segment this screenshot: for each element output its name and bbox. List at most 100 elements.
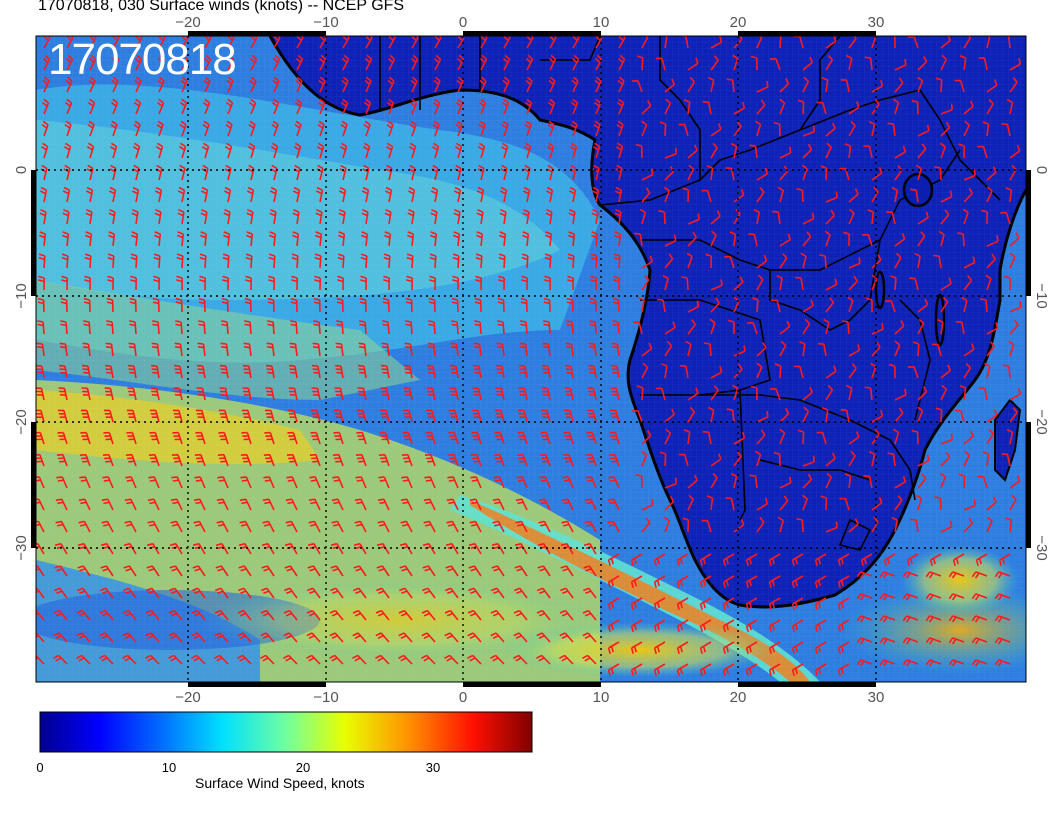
wind-barb	[334, 387, 344, 401]
wind-barb	[564, 387, 574, 401]
wind-barb	[612, 320, 620, 335]
wind-barb	[198, 320, 206, 335]
wind-barb	[382, 320, 390, 335]
wind-barb	[939, 142, 947, 159]
wind-barb	[451, 297, 459, 313]
wind-barb	[800, 252, 807, 269]
wind-barb	[290, 297, 298, 313]
wind-barb	[108, 186, 117, 203]
wind-barb	[313, 320, 321, 335]
wind-barb	[289, 342, 298, 357]
wind-barb	[154, 208, 162, 225]
wind-barb	[501, 98, 510, 115]
wind-barb	[683, 99, 691, 115]
wind-barb	[768, 619, 781, 633]
wind-barb	[41, 98, 50, 115]
wind-barb	[982, 451, 990, 467]
wind-barb	[894, 320, 905, 335]
wind-barb	[971, 571, 988, 579]
wind-barb	[203, 54, 212, 71]
wind-barb	[361, 231, 369, 247]
wind-barb	[791, 597, 804, 611]
wind-barb	[470, 453, 482, 467]
wind-barb	[846, 54, 853, 71]
wind-barb	[497, 320, 505, 335]
wind-barb	[1001, 123, 1011, 137]
wind-barb	[848, 208, 855, 225]
wind-barb	[264, 431, 275, 445]
wind-barb	[994, 637, 1011, 645]
wind-barb	[219, 387, 229, 401]
wind-barb	[687, 406, 696, 423]
wind-barb	[331, 498, 344, 511]
wind-barb	[871, 79, 884, 93]
wind-barb	[749, 144, 758, 159]
wind-barb	[87, 120, 95, 137]
wind-barb	[337, 275, 344, 291]
wind-barb	[478, 98, 487, 115]
wind-barb	[201, 142, 210, 159]
wind-barb	[909, 277, 919, 291]
wind-barb	[273, 36, 281, 49]
wind-barb	[572, 36, 580, 49]
wind-barb	[912, 341, 920, 357]
wind-barb	[963, 499, 976, 511]
wind-barb	[607, 597, 620, 611]
wind-barb	[218, 409, 229, 423]
wind-barb	[292, 231, 300, 247]
wind-barb	[779, 476, 792, 489]
wind-barb	[77, 542, 91, 555]
wind-barb	[917, 56, 928, 71]
wind-barb	[683, 429, 691, 445]
wind-barb	[245, 253, 253, 269]
wind-barb	[887, 122, 896, 137]
wind-barb	[633, 321, 643, 335]
wind-barb	[399, 565, 413, 577]
wind-barb	[907, 36, 919, 49]
wind-barb	[243, 342, 252, 357]
wind-barb	[42, 76, 50, 93]
wind-barb	[791, 663, 804, 677]
wind-barb	[493, 476, 505, 489]
wind-barb	[400, 498, 413, 511]
wind-barb	[825, 365, 837, 379]
wind-barb	[610, 387, 620, 401]
wind-barb	[699, 619, 712, 633]
wind-barb	[204, 36, 212, 49]
wind-barb	[902, 593, 919, 601]
wind-barb	[653, 641, 666, 655]
wind-barb	[687, 164, 695, 181]
wind-barb	[745, 619, 758, 633]
wind-barb	[768, 575, 781, 589]
wind-barb	[467, 632, 482, 643]
wind-barb	[135, 36, 143, 49]
wind-barb	[796, 188, 804, 203]
wind-barb	[221, 297, 229, 313]
wind-barb	[977, 145, 988, 159]
wind-barb	[122, 609, 137, 621]
wind-barb	[701, 189, 712, 203]
wind-barb	[1009, 319, 1019, 335]
wind-barb	[984, 362, 991, 379]
wind-barb	[36, 364, 45, 379]
wind-barb	[979, 298, 988, 313]
wind-barb	[450, 342, 459, 357]
wind-barb	[820, 165, 828, 181]
wind-barb	[317, 98, 326, 115]
lon-label: 0	[459, 14, 467, 31]
wind-barb	[894, 252, 902, 269]
wind-barb	[125, 453, 137, 467]
colorbar-tick: 30	[426, 760, 440, 775]
wind-barb	[630, 597, 643, 611]
wind-barb	[241, 409, 252, 423]
wind-barb	[560, 565, 574, 577]
wind-barb	[268, 275, 275, 291]
wind-barb	[85, 231, 93, 247]
wind-barb	[515, 498, 528, 511]
wind-barb	[378, 453, 390, 467]
wind-barb	[455, 98, 464, 115]
wind-barb	[722, 597, 735, 611]
wind-barb	[631, 79, 643, 93]
wind-barb	[756, 410, 769, 423]
wind-barb	[925, 659, 942, 667]
